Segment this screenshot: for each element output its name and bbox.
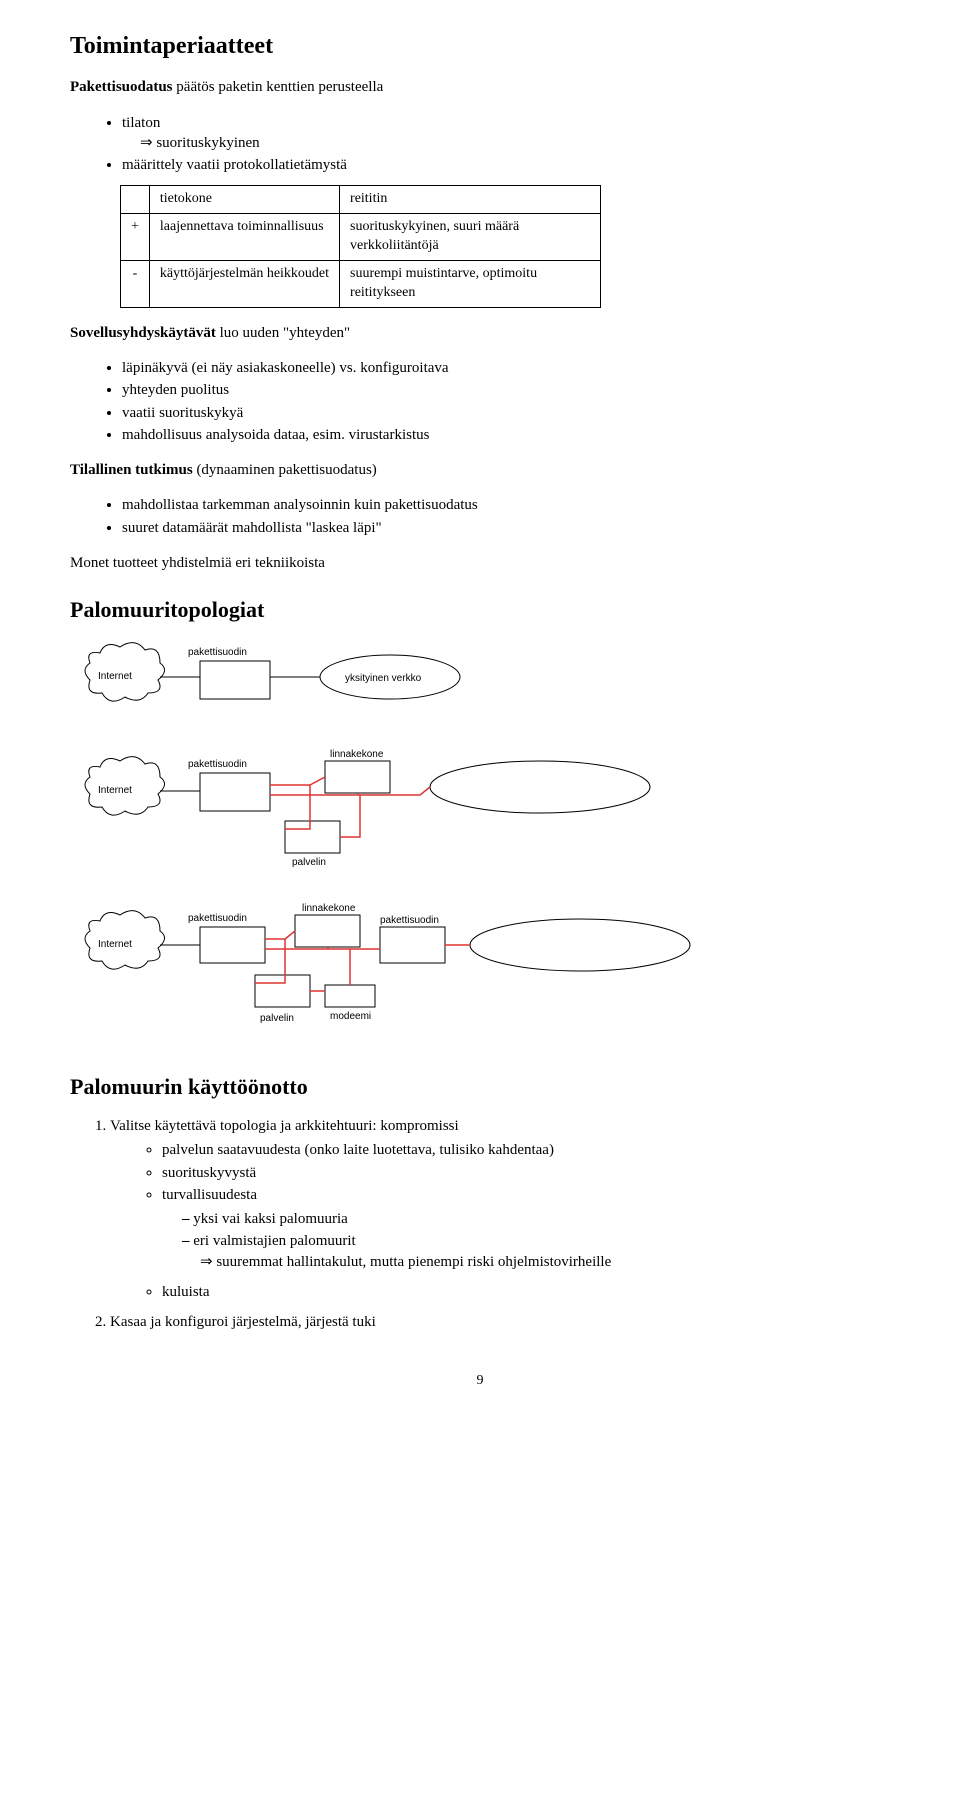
list-item: yhteyden puolitus: [122, 380, 890, 400]
cell: tietokone: [149, 186, 339, 214]
def3-list: mahdollistaa tarkemman analysoinnin kuin…: [70, 495, 890, 538]
def-desc: (dynaaminen pakettisuodatus): [196, 462, 376, 478]
def-sovellusyhdyskaytavat: Sovellusyhdyskäytävät luo uuden "yhteyde…: [70, 323, 890, 343]
list-item: palvelun saatavuudesta (onko laite luote…: [162, 1140, 890, 1160]
label-pakettisuodin: pakettisuodin: [380, 915, 439, 926]
label-palvelin: palvelin: [292, 857, 326, 868]
def1-list: tilaton ⇒ suorituskykyinen määrittely va…: [70, 113, 890, 176]
def2-list: läpinäkyvä (ei näy asiakaskoneelle) vs. …: [70, 358, 890, 445]
cell: laajennettava toiminnallisuus: [149, 214, 339, 261]
cell: -: [121, 261, 150, 308]
implication-text: ⇒ suuremmat hallintakulut, mutta pienemp…: [200, 1254, 611, 1270]
def-term: Sovellusyhdyskäytävät: [70, 325, 216, 341]
sublist: palvelun saatavuudesta (onko laite luote…: [110, 1140, 890, 1302]
label-linnakekone: linnakekone: [330, 749, 384, 760]
def-pakettisuodatus: Pakettisuodatus päätös paketin kenttien …: [70, 77, 890, 97]
item-text: tilaton: [122, 115, 160, 131]
mix-line: Monet tuotteet yhdistelmiä eri tekniikoi…: [70, 553, 890, 573]
table-row: + laajennettava toiminnallisuus suoritus…: [121, 214, 601, 261]
list-item: tilaton ⇒ suorituskykyinen: [122, 113, 890, 154]
list-item: mahdollistaa tarkemman analysoinnin kuin…: [122, 495, 890, 515]
comparison-table: tietokone reititin + laajennettava toimi…: [120, 185, 601, 307]
label-pakettisuodin: pakettisuodin: [188, 647, 247, 658]
cell: reititin: [340, 186, 601, 214]
list-item: vaatii suorituskykyä: [122, 403, 890, 423]
heading-kayttoonotto: Palomuurin käyttöönotto: [70, 1072, 890, 1102]
topology-diagram-3: Internet pakettisuodin linnakekone paket…: [70, 893, 890, 1049]
topology-diagram-2: Internet pakettisuodin linnakekone palve…: [70, 739, 890, 875]
label-internet: Internet: [98, 785, 132, 796]
def-term: Pakettisuodatus: [70, 79, 173, 95]
def-term: Tilallinen tutkimus: [70, 462, 193, 478]
def-desc: päätös paketin kenttien perusteella: [176, 79, 383, 95]
item-lead: Valitse käytettävä topologia ja arkkiteh…: [110, 1118, 459, 1134]
list-item: mahdollisuus analysoida dataa, esim. vir…: [122, 425, 890, 445]
item-text: eri valmistajien palomuurit: [193, 1233, 355, 1249]
list-item: – eri valmistajien palomuurit ⇒ suuremma…: [182, 1231, 890, 1272]
deploy-steps: Valitse käytettävä topologia ja arkkiteh…: [70, 1116, 890, 1332]
sub-sublist: – yksi vai kaksi palomuuria – eri valmis…: [162, 1209, 890, 1272]
label-pakettisuodin: pakettisuodin: [188, 913, 247, 924]
heading-palomuuritopologiat: Palomuuritopologiat: [70, 595, 890, 625]
list-item: läpinäkyvä (ei näy asiakaskoneelle) vs. …: [122, 358, 890, 378]
cell: [121, 186, 150, 214]
def-desc: luo uuden "yhteyden": [220, 325, 351, 341]
list-item: suuret datamäärät mahdollista "laskea lä…: [122, 518, 890, 538]
list-item: suorituskyvystä: [162, 1163, 890, 1183]
cell: suurempi muistintarve, optimoitu reitity…: [340, 261, 601, 308]
table-row: tietokone reititin: [121, 186, 601, 214]
implication: ⇒ suuremmat hallintakulut, mutta pienemp…: [182, 1252, 890, 1272]
cell: +: [121, 214, 150, 261]
heading-toimintaperiaatteet: Toimintaperiaatteet: [70, 30, 890, 62]
label-yksityinen: yksityinen verkko: [345, 673, 422, 684]
label-palvelin: palvelin: [260, 1013, 294, 1024]
item-text: turvallisuudesta: [162, 1187, 257, 1203]
implication-text: ⇒ suorituskykyinen: [140, 135, 260, 151]
cell: suorituskykyinen, suuri määrä verkkoliit…: [340, 214, 601, 261]
label-modeemi: modeemi: [330, 1011, 371, 1022]
def-tilallinen: Tilallinen tutkimus (dynaaminen pakettis…: [70, 460, 890, 480]
list-item: Kasaa ja konfiguroi järjestelmä, järjest…: [110, 1312, 890, 1332]
page-number: 9: [70, 1372, 890, 1391]
list-item: turvallisuudesta – yksi vai kaksi palomu…: [162, 1185, 890, 1272]
list-item: Valitse käytettävä topologia ja arkkiteh…: [110, 1116, 890, 1302]
implication: ⇒ suorituskykyinen: [122, 133, 890, 153]
list-item: kuluista: [162, 1282, 890, 1302]
item-text: yksi vai kaksi palomuuria: [193, 1211, 348, 1227]
list-item: määrittely vaatii protokollatietämystä: [122, 155, 890, 175]
label-linnakekone: linnakekone: [302, 903, 356, 914]
list-item: – yksi vai kaksi palomuuria: [182, 1209, 890, 1229]
topology-diagram-1: Internet pakettisuodin yksityinen verkko: [70, 635, 890, 721]
table-row: - käyttöjärjestelmän heikkoudet suurempi…: [121, 261, 601, 308]
cell: käyttöjärjestelmän heikkoudet: [149, 261, 339, 308]
label-internet: Internet: [98, 939, 132, 950]
label-internet: Internet: [98, 671, 132, 682]
label-pakettisuodin: pakettisuodin: [188, 759, 247, 770]
